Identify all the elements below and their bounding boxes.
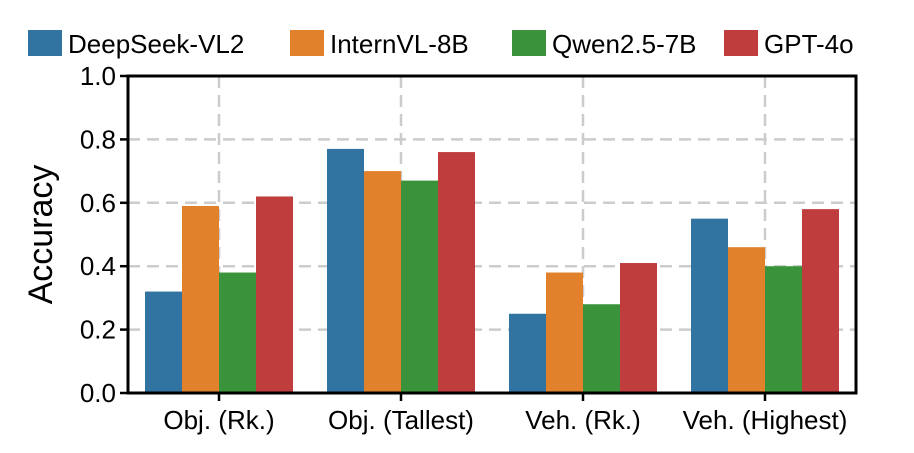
- bar-qwen2-5-7b: [219, 272, 256, 393]
- legend-swatch: [512, 30, 546, 56]
- bar-gpt-4o: [620, 263, 657, 393]
- bar-deepseek-vl2: [145, 291, 182, 393]
- bar-qwen2-5-7b: [765, 266, 802, 393]
- bar-gpt-4o: [438, 152, 475, 393]
- legend-swatch: [290, 30, 324, 56]
- y-tick-label: 0.8: [80, 124, 116, 154]
- bar-deepseek-vl2: [327, 148, 364, 393]
- legend-swatch: [724, 30, 758, 56]
- legend-label: InternVL-8B: [330, 29, 469, 59]
- x-tick-label: Obj. (Rk.): [163, 405, 274, 435]
- legend-swatch: [28, 30, 62, 56]
- y-axis-label: Accuracy: [22, 165, 60, 305]
- bar-qwen2-5-7b: [583, 304, 620, 393]
- legend-label: Qwen2.5-7B: [552, 29, 697, 59]
- legend-label: DeepSeek-VL2: [68, 29, 244, 59]
- legend-label: GPT-4o: [764, 29, 854, 59]
- y-tick-label: 0.0: [80, 378, 116, 408]
- bar-internvl-8b: [728, 247, 765, 393]
- x-tick-label: Obj. (Tallest): [328, 405, 474, 435]
- y-tick-label: 1.0: [80, 61, 116, 91]
- bar-gpt-4o: [256, 196, 293, 393]
- plot-frame: [126, 74, 858, 395]
- x-tick-label: Veh. (Rk.): [525, 405, 641, 435]
- x-tick-label: Veh. (Highest): [683, 405, 848, 435]
- y-tick-label: 0.4: [80, 251, 116, 281]
- bar-deepseek-vl2: [509, 313, 546, 393]
- bar-gpt-4o: [802, 209, 839, 393]
- bar-qwen2-5-7b: [401, 180, 438, 393]
- bars: [145, 148, 839, 393]
- bar-internvl-8b: [364, 171, 401, 393]
- x-axis: Obj. (Rk.) Obj. (Tallest) Veh. (Rk.) Veh. (…: [163, 393, 847, 435]
- y-tick-label: 0.2: [80, 315, 116, 345]
- y-tick-label: 0.6: [80, 188, 116, 218]
- legend: DeepSeek-VL2 InternVL-8B Qwen2.5-7B GPT-4o: [28, 29, 854, 59]
- y-axis: 0.0 0.2 0.4 0.6 0.8 1.0: [80, 61, 128, 408]
- bar-internvl-8b: [546, 272, 583, 393]
- bar-internvl-8b: [182, 205, 219, 393]
- bar-deepseek-vl2: [691, 218, 728, 393]
